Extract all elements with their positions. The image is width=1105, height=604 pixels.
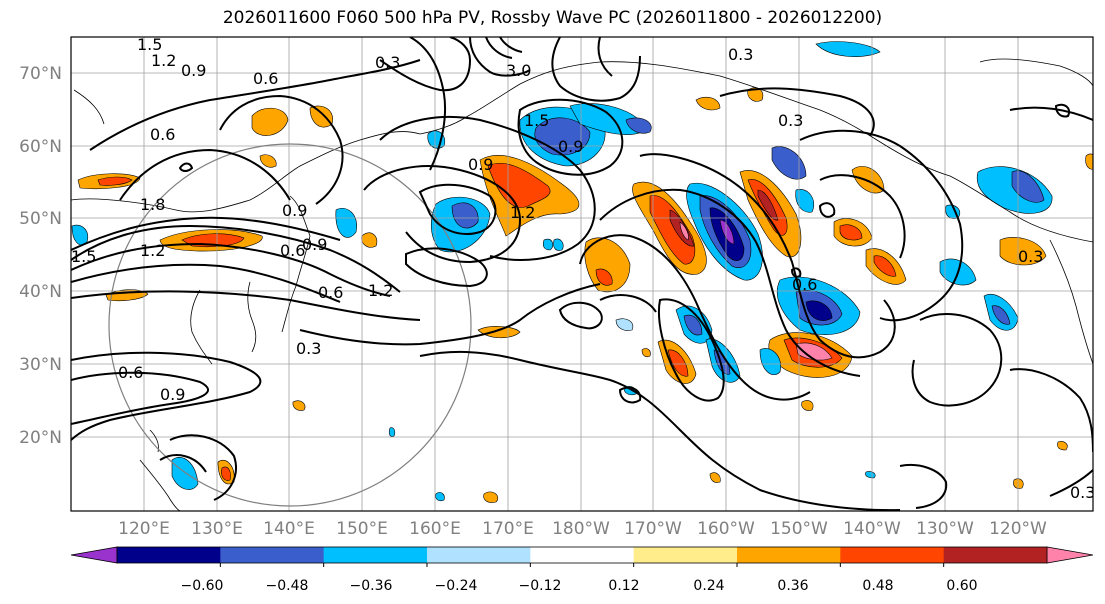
lat-label: 60°N bbox=[19, 137, 62, 157]
contour-labels: 1.5 1.2 0.9 0.6 0.3 0.6 0.9 1.2 1.5 1.8 … bbox=[71, 35, 1095, 502]
lat-label: 30°N bbox=[19, 355, 62, 375]
lat-label: 50°N bbox=[19, 209, 62, 229]
colorbar-tick-label: −0.24 bbox=[435, 578, 478, 594]
colorbar-tick-label: −0.60 bbox=[181, 578, 224, 594]
colorbar-tick-label: −0.12 bbox=[519, 578, 562, 594]
colorbar-segment bbox=[427, 547, 531, 563]
colorbar-extend-min bbox=[70, 546, 118, 564]
colorbar: −0.60 −0.48 −0.36 −0.24 −0.12 0.12 0.24 … bbox=[70, 546, 1094, 594]
colorbar-tick-label: 0.48 bbox=[862, 578, 893, 594]
lon-label: 140°W bbox=[843, 519, 901, 539]
lon-labels: 120°E 130°E 140°E 150°E 160°E 170°E 180°… bbox=[118, 519, 1047, 539]
colorbar-segment bbox=[737, 547, 841, 563]
contour-label: 0.3 bbox=[1070, 483, 1095, 502]
contour-label: 0.3 bbox=[296, 339, 321, 358]
lon-label: 130°W bbox=[916, 519, 974, 539]
colorbar-tick-label: 0.24 bbox=[693, 578, 724, 594]
contour-label: 1.8 bbox=[140, 195, 165, 214]
map-border bbox=[70, 36, 1094, 512]
lon-label: 150°W bbox=[770, 519, 828, 539]
contour-label: 1.2 bbox=[510, 203, 535, 222]
contour-label: 1.2 bbox=[368, 281, 393, 300]
colorbar-segment bbox=[530, 547, 635, 563]
lon-label: 140°E bbox=[263, 519, 315, 539]
gridlines bbox=[71, 37, 1093, 511]
lon-label: 160°W bbox=[697, 519, 755, 539]
contour-label: 1.2 bbox=[151, 51, 176, 70]
lon-label: 120°W bbox=[989, 519, 1047, 539]
colorbar-segment bbox=[323, 547, 428, 563]
contour-label: 0.6 bbox=[792, 275, 817, 294]
contour-label: 0.9 bbox=[181, 61, 206, 80]
colorbar-tick-labels: −0.60 −0.48 −0.36 −0.24 −0.12 0.12 0.24 … bbox=[181, 578, 978, 594]
contour-label: 3.0 bbox=[506, 61, 531, 80]
lon-label: 150°E bbox=[336, 519, 388, 539]
contour-label: 0.9 bbox=[302, 235, 327, 254]
colorbar-segment bbox=[633, 547, 738, 563]
contour-label: 1.2 bbox=[140, 241, 165, 260]
map-area: 1.5 1.2 0.9 0.6 0.3 0.6 0.9 1.2 1.5 1.8 … bbox=[71, 35, 1095, 511]
contour-label: 1.5 bbox=[71, 247, 96, 266]
contour-label: 0.9 bbox=[282, 201, 307, 220]
contour-label: 0.3 bbox=[375, 53, 400, 72]
lon-label: 170°W bbox=[624, 519, 682, 539]
range-circle bbox=[108, 143, 472, 507]
lat-label: 40°N bbox=[19, 282, 62, 302]
contour-label: 0.6 bbox=[118, 363, 143, 382]
contour-label: 1.5 bbox=[137, 35, 162, 54]
colorbar-segment bbox=[943, 547, 1048, 563]
lon-label: 160°E bbox=[409, 519, 461, 539]
colorbar-extend-max bbox=[1046, 546, 1094, 564]
contour-label: 0.6 bbox=[253, 69, 278, 88]
contour-label: 0.9 bbox=[160, 385, 185, 404]
lat-labels: 70°N 60°N 50°N 40°N 30°N 20°N bbox=[19, 64, 62, 448]
lon-label: 130°E bbox=[191, 519, 243, 539]
colorbar-tick-label: 0.12 bbox=[608, 578, 639, 594]
lon-label: 120°E bbox=[118, 519, 170, 539]
colorbar-tick-label: 0.60 bbox=[946, 578, 977, 594]
pv-contours bbox=[71, 37, 1093, 511]
contour-label: 0.9 bbox=[468, 155, 493, 174]
colorbar-segment bbox=[840, 547, 945, 563]
colorbar-segment bbox=[220, 547, 325, 563]
contour-label: 0.3 bbox=[728, 45, 753, 64]
contour-label: 0.6 bbox=[150, 125, 175, 144]
lon-label: 170°E bbox=[482, 519, 534, 539]
colorbar-segment bbox=[117, 547, 221, 563]
colorbar-segments bbox=[117, 547, 1048, 567]
lon-label: 180°W bbox=[552, 519, 610, 539]
lat-label: 20°N bbox=[19, 428, 62, 448]
contour-label: 0.6 bbox=[318, 283, 343, 302]
contour-label: 0.3 bbox=[1018, 247, 1043, 266]
contour-label: 0.3 bbox=[778, 111, 803, 130]
contour-label: 0.6 bbox=[280, 241, 305, 260]
lat-label: 70°N bbox=[19, 64, 62, 84]
colorbar-tick-label: −0.36 bbox=[350, 578, 393, 594]
map-title: 2026011600 F060 500 hPa PV, Rossby Wave … bbox=[222, 8, 883, 28]
contour-label: 1.5 bbox=[524, 111, 549, 130]
contour-label: 0.9 bbox=[558, 137, 583, 156]
colorbar-tick-label: 0.36 bbox=[777, 578, 808, 594]
colorbar-tick-label: −0.48 bbox=[266, 578, 309, 594]
